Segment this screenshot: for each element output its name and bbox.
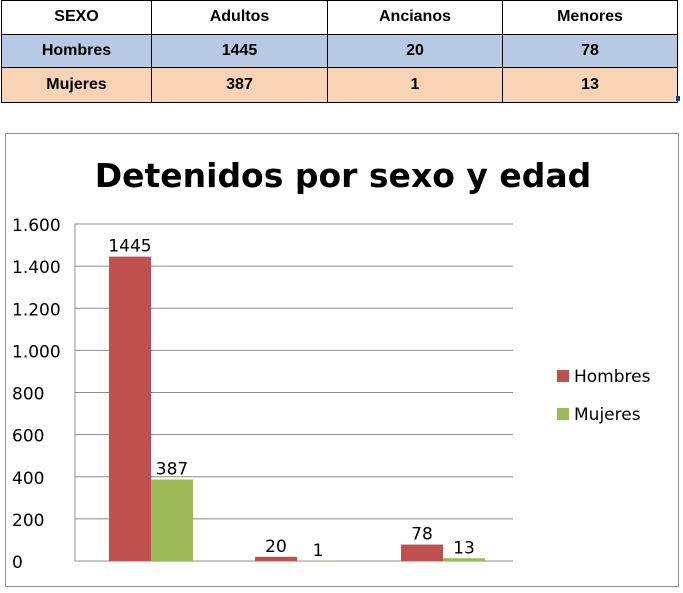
y-tick-label: 1.600	[12, 216, 61, 236]
y-tick-label: 1.200	[12, 300, 61, 320]
chart-title: Detenidos por sexo y edad	[95, 156, 592, 195]
cell-hombres-ancianos: 20	[327, 33, 503, 69]
y-tick-label: 1.400	[12, 258, 61, 278]
chart-svg: Detenidos por sexo y edad 0 200 400 600 800 1…	[12, 156, 651, 573]
data-label: 1445	[108, 237, 151, 257]
y-tick-label: 800	[12, 385, 44, 405]
row-label-mujeres: Mujeres	[1, 67, 152, 103]
table-header-row: SEXO Adultos Ancianos Menores	[1, 0, 678, 35]
legend-swatch-mujeres	[557, 408, 569, 420]
header-adultos: Adultos	[151, 0, 328, 35]
header-sexo: SEXO	[1, 0, 152, 35]
table-row-mujeres: Mujeres 387 1 13	[1, 67, 678, 103]
legend-label-hombres: Hombres	[574, 367, 651, 387]
row-label-hombres: Hombres	[1, 33, 152, 69]
cell-hombres-menores: 78	[502, 33, 678, 69]
cell-mujeres-menores: 13	[502, 67, 678, 103]
table-row-hombres: Hombres 1445 20 78	[1, 33, 678, 69]
header-ancianos: Ancianos	[327, 0, 503, 35]
y-tick-label: 1.000	[12, 342, 61, 362]
bar-hombres	[401, 544, 443, 561]
y-tick-label: 0	[12, 553, 23, 573]
header-menores: Menores	[502, 0, 678, 35]
chart-frame: Detenidos por sexo y edad 0 200 400 600 800 1…	[5, 133, 679, 587]
y-tick-label: 200	[12, 511, 44, 531]
y-tick-label: 400	[12, 469, 44, 489]
data-label: 13	[453, 538, 475, 558]
data-label: 78	[411, 525, 433, 545]
bar-mujeres	[443, 558, 485, 561]
legend-label-mujeres: Mujeres	[574, 405, 641, 425]
axis-layer: 0 200 400 600 800 1.000 1.200 1.400 1.600	[12, 216, 76, 573]
data-label: 1	[313, 541, 324, 561]
bar-hombres	[255, 556, 297, 561]
legend-swatch-hombres	[557, 370, 569, 382]
table-corner-marker	[676, 96, 680, 101]
cell-mujeres-ancianos: 1	[327, 67, 503, 103]
y-tick-label: 600	[12, 427, 44, 447]
bar-mujeres	[151, 479, 193, 561]
bar-hombres	[109, 256, 151, 561]
data-label: 387	[156, 459, 188, 479]
bar-layer	[109, 256, 485, 561]
data-table: SEXO Adultos Ancianos Menores Hombres 14…	[1, 0, 678, 103]
label-layer: 1445 20 78 387 1 13	[108, 237, 474, 561]
legend: Hombres Mujeres	[557, 367, 651, 425]
cell-mujeres-adultos: 387	[151, 67, 328, 103]
cell-hombres-adultos: 1445	[151, 33, 328, 69]
data-label: 20	[265, 537, 287, 557]
